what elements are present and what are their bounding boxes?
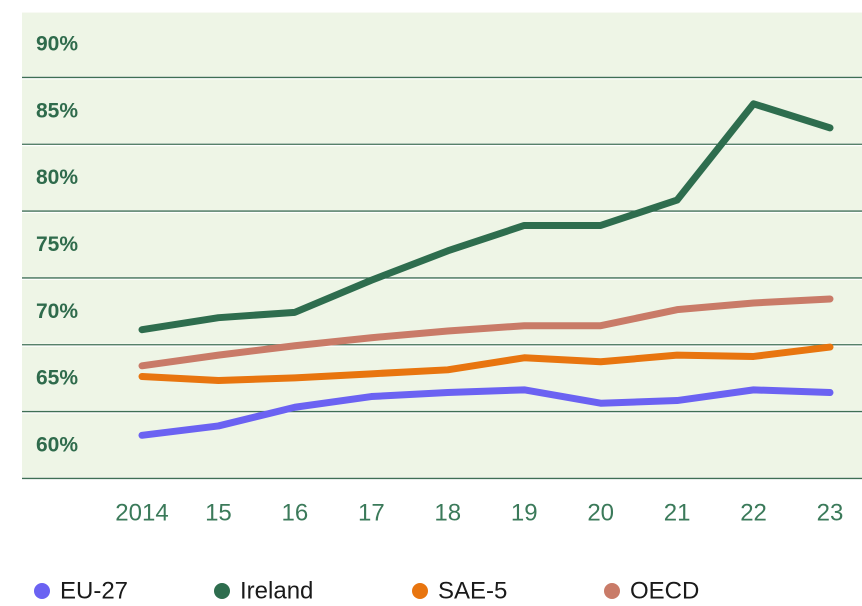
x-tick-label: 20 — [587, 499, 614, 526]
line-series — [138, 343, 834, 385]
legend-label: Ireland — [240, 577, 313, 604]
x-tick-label: 21 — [664, 499, 691, 526]
x-tick-label: 15 — [205, 499, 232, 526]
band — [22, 213, 862, 277]
x-tick-label: 17 — [358, 499, 385, 526]
x-tick-label: 22 — [740, 499, 767, 526]
x-tick-label: 19 — [511, 499, 538, 526]
legend-marker — [412, 583, 428, 599]
x-tick-label: 2014 — [115, 499, 168, 526]
legend-label: OECD — [630, 577, 699, 604]
y-tick-label: 65% — [36, 367, 78, 390]
band — [22, 413, 862, 478]
line-series — [138, 100, 834, 334]
legend-marker — [604, 583, 620, 599]
x-tick-label: 16 — [282, 499, 309, 526]
y-tick-label: 60% — [36, 434, 78, 457]
band — [22, 79, 862, 144]
y-tick-label: 80% — [36, 166, 78, 189]
y-tick-label: 70% — [36, 300, 78, 323]
legend-marker — [34, 583, 50, 599]
line-series — [138, 295, 834, 370]
y-tick-label: 85% — [36, 99, 78, 122]
y-tick-label: 75% — [36, 233, 78, 256]
legend-label: SAE-5 — [438, 577, 507, 604]
legend-label: EU-27 — [60, 577, 128, 604]
legend-marker — [214, 583, 230, 599]
band — [22, 146, 862, 211]
x-tick-label: 18 — [434, 499, 461, 526]
y-tick-label: 90% — [36, 33, 78, 56]
x-tick-label: 23 — [817, 499, 844, 526]
band — [22, 12, 862, 77]
line-series — [138, 386, 834, 439]
